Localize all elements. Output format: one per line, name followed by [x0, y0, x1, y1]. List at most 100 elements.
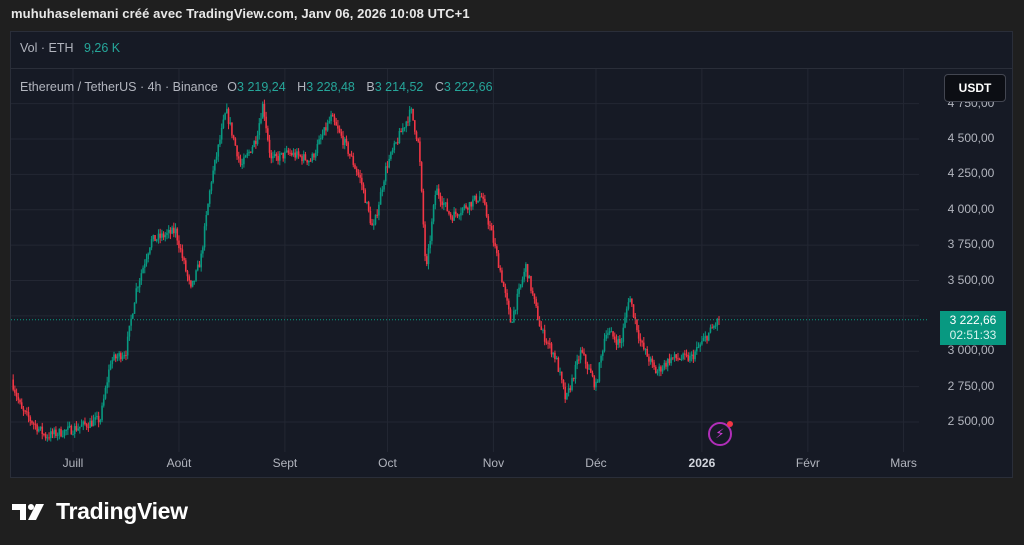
candle [333, 116, 336, 122]
volume-label: Vol · ETH [20, 41, 74, 55]
candle [343, 138, 346, 146]
candle [624, 317, 626, 328]
candle [586, 363, 589, 370]
candle [263, 103, 266, 117]
candle [145, 258, 148, 264]
candle [414, 120, 416, 132]
candle [302, 154, 305, 162]
candle [58, 428, 61, 435]
candle [478, 196, 481, 201]
candle [473, 195, 476, 200]
candle [444, 202, 447, 204]
candle [219, 139, 221, 145]
candle [212, 170, 214, 183]
candle [222, 119, 225, 128]
last-price: 3 222,66 [949, 313, 997, 327]
candle [458, 215, 461, 217]
candle [349, 153, 351, 156]
candle [125, 354, 127, 356]
candle [427, 248, 430, 265]
candle [355, 168, 358, 173]
candle [670, 357, 672, 364]
candle [619, 338, 621, 343]
candle [359, 174, 361, 178]
candle [378, 204, 380, 216]
candle [31, 421, 33, 424]
candle [583, 352, 585, 355]
candle [695, 347, 698, 352]
candle [383, 181, 385, 190]
low-value: 3 214,52 [374, 80, 424, 94]
candle [499, 267, 502, 271]
symbol-name[interactable]: Ethereum / TetherUS · 4h · Binance [20, 80, 218, 94]
candle [704, 336, 707, 338]
candle [108, 369, 110, 383]
candle [361, 177, 363, 185]
candle [470, 202, 472, 207]
candle [690, 354, 693, 356]
candle [620, 341, 623, 343]
candle [648, 356, 650, 362]
candle [576, 359, 578, 365]
candle [376, 214, 379, 216]
candle [120, 353, 122, 360]
candle [545, 341, 548, 343]
candle [530, 276, 532, 291]
candle [526, 264, 529, 279]
currency-button[interactable]: USDT [944, 74, 1006, 102]
candle [137, 287, 139, 289]
candle [90, 420, 93, 427]
candle [345, 138, 348, 143]
candle [56, 434, 59, 436]
candle [161, 233, 163, 238]
candle [513, 310, 515, 322]
candle [639, 338, 642, 341]
high-label: H [297, 80, 307, 94]
candle [12, 379, 14, 390]
candle [111, 360, 114, 365]
price-chart[interactable] [11, 32, 1013, 478]
candle [152, 235, 155, 240]
candle [588, 368, 590, 370]
candle [497, 253, 500, 268]
candle [352, 156, 355, 165]
candle [123, 354, 126, 357]
lightning-icon[interactable]: ⚡ [708, 421, 733, 446]
candle [43, 434, 45, 436]
candle [518, 287, 520, 294]
candle [590, 368, 592, 373]
candle [407, 121, 409, 123]
candle [371, 223, 373, 226]
candle [118, 353, 120, 357]
candle [214, 159, 216, 171]
candle [613, 336, 616, 340]
chart-panel[interactable]: Vol · ETH 9,26 K Ethereum / TetherUS · 4… [10, 31, 1013, 478]
candle [126, 336, 129, 356]
candle [280, 152, 283, 154]
candle [605, 334, 608, 339]
candle [649, 358, 652, 362]
candle [466, 207, 469, 210]
candle [511, 321, 514, 323]
candle [494, 242, 496, 247]
candle [104, 387, 107, 399]
candle [559, 371, 561, 373]
candle [85, 424, 88, 427]
candle [236, 145, 238, 157]
candle [562, 379, 565, 387]
candle [593, 376, 596, 388]
candle [372, 224, 375, 226]
candle [448, 211, 450, 214]
candle [22, 408, 25, 411]
candle [654, 366, 657, 374]
candle [646, 349, 649, 357]
time-axis-label: 2026 [688, 456, 716, 470]
candle [701, 341, 703, 345]
candle [44, 434, 47, 439]
candle [20, 402, 23, 409]
candle [381, 189, 384, 193]
candle [581, 350, 584, 353]
candle [362, 184, 365, 190]
candle [600, 355, 602, 363]
candle [149, 247, 151, 254]
